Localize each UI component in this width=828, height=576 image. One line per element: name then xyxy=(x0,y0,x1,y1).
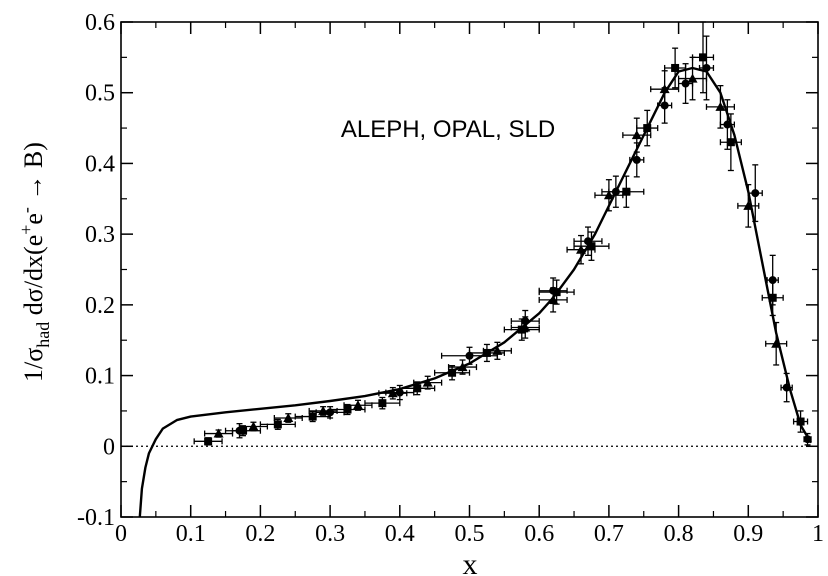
data-point-circle xyxy=(549,286,558,295)
data-point-square xyxy=(726,138,735,147)
data-point-circle xyxy=(465,351,474,360)
data-point-circle xyxy=(768,276,777,285)
plot-area xyxy=(120,21,819,518)
data-point-circle xyxy=(803,435,812,444)
y-tick-label: 0.1 xyxy=(85,364,115,390)
data-point-triangle xyxy=(283,413,294,422)
data-point-triangle xyxy=(631,130,642,140)
data-points-group xyxy=(193,21,812,446)
data-point-circle xyxy=(235,426,244,435)
y-tick-label: 0.6 xyxy=(85,10,115,36)
y-axis-title: 1/σhad dσ/dx(e+e- → B) xyxy=(16,142,53,382)
data-point-triangle xyxy=(687,73,698,83)
x-tick-label: 0.6 xyxy=(524,521,554,547)
data-point-circle xyxy=(660,101,669,110)
data-point-square xyxy=(413,384,422,393)
x-tick-label: 0.7 xyxy=(594,521,624,547)
data-point-triangle xyxy=(743,200,754,210)
data-point-triangle xyxy=(715,101,726,111)
data-point-triangle xyxy=(352,400,363,410)
experiments-annotation: ALEPH, OPAL, SLD xyxy=(341,116,555,143)
data-point-triangle xyxy=(603,190,614,200)
data-point-square xyxy=(343,405,352,414)
data-point-circle xyxy=(681,79,690,88)
data-point-circle xyxy=(782,383,791,392)
x-axis-title: x xyxy=(463,548,478,576)
data-point-triangle xyxy=(492,345,503,355)
axis-ticks-group xyxy=(120,21,819,518)
x-tick-label: 0.3 xyxy=(315,521,345,547)
y-axis-title-mid: dσ/dx(e xyxy=(19,235,48,322)
data-point-triangle xyxy=(576,244,587,254)
y-axis-title-mid2: e xyxy=(19,213,48,225)
y-tick-label: 0.3 xyxy=(85,222,115,248)
y-axis-title-suffix: → B) xyxy=(19,142,48,207)
y-tick-label: 0 xyxy=(103,434,115,460)
data-point-triangle xyxy=(422,377,433,387)
model-curve xyxy=(138,66,813,518)
data-point-circle xyxy=(611,187,620,196)
data-point-triangle xyxy=(457,362,468,372)
x-tick-label: 0.8 xyxy=(664,521,694,547)
y-axis-title-sup2: - xyxy=(16,207,36,213)
y-axis-title-sup1: + xyxy=(16,225,36,235)
y-axis-title-sub: had xyxy=(33,322,53,348)
data-point-square xyxy=(308,412,317,421)
data-point-circle xyxy=(723,120,732,129)
data-point-square xyxy=(204,437,213,446)
x-tick-label: 0.5 xyxy=(455,521,485,547)
data-point-circle xyxy=(395,388,404,397)
x-tick-label: 0.1 xyxy=(176,521,206,547)
data-point-circle xyxy=(751,189,760,198)
y-tick-label: 0.5 xyxy=(85,81,115,107)
data-point-square xyxy=(671,63,680,72)
tick-labels-group: 0 0.1 0.2 0.3 0.4 0.5 0.6 0.7 0.8 0.9 1-0.100.10.2… xyxy=(77,10,824,547)
y-tick-label: -0.1 xyxy=(77,505,115,531)
x-tick-label: 1 xyxy=(812,521,824,547)
data-point-square xyxy=(482,348,491,357)
data-point-circle xyxy=(583,237,592,246)
data-point-circle xyxy=(632,155,641,164)
data-point-circle xyxy=(702,63,711,72)
x-tick-label: 0.4 xyxy=(385,521,415,547)
data-point-triangle xyxy=(248,421,259,431)
model-curve-group xyxy=(138,66,813,518)
data-point-triangle xyxy=(213,428,224,438)
data-point-square xyxy=(273,420,282,429)
data-point-square xyxy=(587,242,596,251)
data-point-circle xyxy=(326,408,335,417)
x-tick-label: 0 xyxy=(115,521,127,547)
data-point-circle xyxy=(521,317,530,326)
data-point-square xyxy=(643,124,652,133)
x-tick-label: 0.9 xyxy=(733,521,763,547)
y-tick-label: 0.2 xyxy=(85,293,115,319)
data-point-square xyxy=(796,417,805,426)
data-point-square xyxy=(698,53,707,62)
plot-frame xyxy=(120,21,819,518)
data-point-square xyxy=(378,399,387,408)
y-tick-label: 0.4 xyxy=(85,151,115,177)
data-point-square xyxy=(448,368,457,377)
y-axis-title-prefix: 1/σ xyxy=(19,348,48,382)
data-point-triangle xyxy=(771,338,782,348)
x-tick-label: 0.2 xyxy=(245,521,275,547)
